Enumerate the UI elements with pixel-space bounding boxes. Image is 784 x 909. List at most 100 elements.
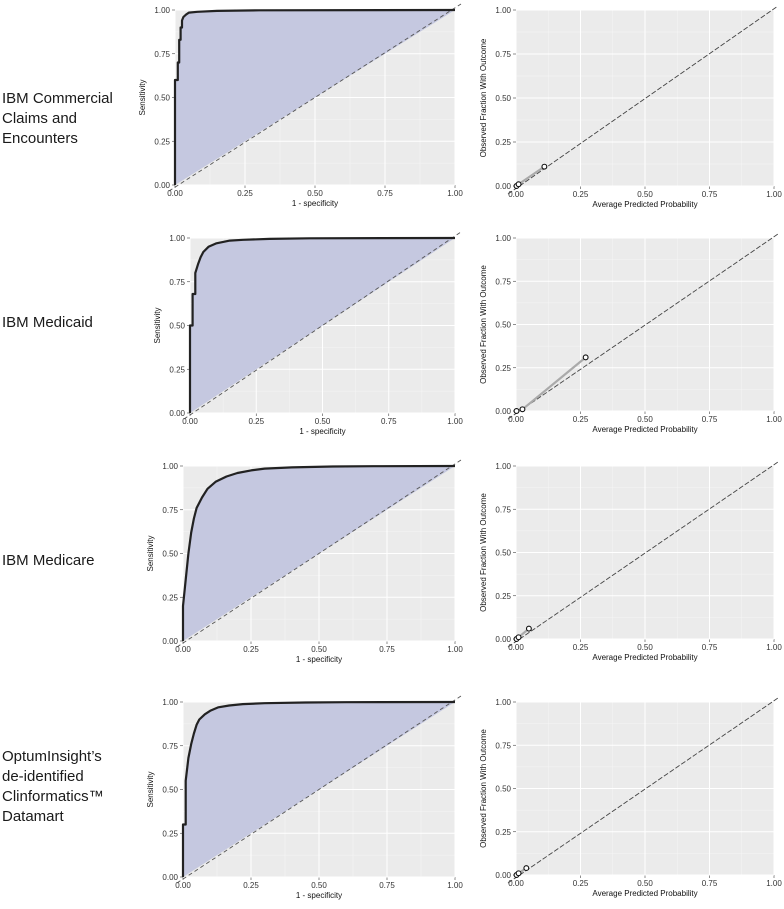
axes-group: 0.00 0.25 0.50 0.75 1.00 0.00 0.25 0.50 0.75 1.00… [479,234,782,434]
x-tick-label: 0.75 [381,417,397,426]
x-tick-label: 0.75 [377,189,393,198]
row-label-optum: OptumInsight’s de-identified Clinformati… [2,747,104,827]
x-tick-label: 0.50 [637,415,653,424]
x-tick-label: 0.25 [243,881,259,890]
row-label-line: Claims and [2,110,78,127]
ideal-calibration-line [507,697,779,884]
y-tick-label: 1.00 [169,234,185,243]
x-tick-label: 0.25 [573,879,589,888]
x-tick-label: 0.00 [175,645,191,654]
x-axis-label: Average Predicted Probability [592,425,697,434]
auc-area [190,238,455,413]
x-tick-label: 0.25 [237,189,253,198]
y-tick-label: 0.75 [162,506,178,515]
x-tick-label: 0.50 [311,881,327,890]
roc-curve [173,8,456,185]
calibration-point [513,408,520,414]
x-tick-label: 0.75 [702,190,718,199]
roc-curve [181,464,456,641]
roc-chart-medicare: 0.00 0.25 0.50 0.75 1.00 0.00 0.25 0.50 0.75 1.00… [146,459,463,664]
x-tick-label: 0.75 [702,643,718,652]
x-tick-label: 0.00 [508,190,524,199]
calibration-point [523,865,530,872]
chance-diagonal [168,3,462,192]
y-axis-label: Observed Fraction With Outcome [479,38,488,157]
y-tick-label: 0.25 [162,829,178,838]
y-tick-label: 0.75 [495,741,511,750]
y-tick-label: 0.75 [169,278,185,287]
ideal-calibration-line [507,233,779,420]
y-tick-label: 0.00 [495,871,511,880]
y-tick-label: 0.25 [495,592,511,601]
ideal-calibration-line [507,461,779,648]
x-tick-label: 0.00 [175,881,191,890]
y-tick-label: 0.25 [495,364,511,373]
y-tick-label: 0.50 [162,786,178,795]
calibration-point [519,406,526,413]
calibration-point [515,634,522,641]
y-tick-label: 0.25 [162,593,178,602]
axes-group: 0.00 0.25 0.50 0.75 1.00 0.00 0.25 0.50 0.75 1.00… [479,698,782,898]
x-tick-label: 1.00 [766,190,782,199]
y-tick-label: 0.25 [154,137,170,146]
x-tick-label: 0.00 [508,415,524,424]
x-tick-label: 1.00 [447,417,463,426]
row-label-line: IBM Commercial [2,90,113,107]
y-tick-label: 0.50 [162,550,178,559]
y-tick-label: 0.00 [154,181,170,190]
x-axis-label: 1 - specificity [299,427,345,436]
chance-diagonal [176,459,462,648]
row-label-line: Encounters [2,130,78,147]
y-tick-label: 0.50 [495,549,511,558]
x-axis-label: 1 - specificity [296,655,342,664]
y-tick-label: 0.00 [495,182,511,191]
x-tick-label: 0.50 [637,190,653,199]
x-tick-label: 0.50 [315,417,331,426]
x-tick-label: 0.50 [637,879,653,888]
y-tick-label: 1.00 [495,6,511,15]
y-axis-label: Sensitivity [146,535,155,571]
row-label-line: OptumInsight’s [2,748,102,765]
y-tick-label: 1.00 [495,698,511,707]
x-tick-label: 0.50 [637,643,653,652]
x-axis-label: Average Predicted Probability [592,889,697,898]
calibration-chart-optum: 0.00 0.25 0.50 0.75 1.00 0.00 0.25 0.50 0.75 1.00… [479,697,782,898]
calibration-point [515,181,522,188]
calibration-point [525,625,532,632]
y-tick-label: 1.00 [154,6,170,15]
x-tick-label: 0.75 [379,645,395,654]
x-tick-label: 0.75 [702,415,718,424]
y-tick-label: 1.00 [162,462,178,471]
x-tick-label: 0.25 [243,645,259,654]
y-tick-label: 0.75 [154,50,170,59]
row-label-medicaid: IBM Medicaid [2,313,93,333]
x-tick-label: 0.00 [508,643,524,652]
row-label-line: IBM Medicaid [2,314,93,331]
row-label-line: Datamart [2,808,64,825]
row-label-medicare: IBM Medicare [2,551,95,571]
row-label-line: IBM Medicare [2,552,95,569]
roc-chart-medicaid: 0.00 0.25 0.50 0.75 1.00 0.00 0.25 0.50 0.75 1.00… [153,231,463,436]
y-tick-label: 0.00 [495,635,511,644]
x-axis-label: 1 - specificity [296,891,342,900]
y-tick-label: 0.50 [495,321,511,330]
y-tick-label: 0.00 [495,407,511,416]
roc-chart-optum: 0.00 0.25 0.50 0.75 1.00 0.00 0.25 0.50 0.75 1.00… [146,695,463,900]
x-tick-label: 1.00 [447,189,463,198]
y-tick-label: 0.75 [495,50,511,59]
y-tick-label: 0.50 [154,94,170,103]
x-tick-label: 0.25 [573,415,589,424]
axes-group: 0.00 0.25 0.50 0.75 1.00 0.00 0.25 0.50 0.75 1.00… [479,462,782,662]
row-label-line: Clinformatics™ [2,788,104,805]
roc-curve [188,236,456,413]
y-tick-label: 1.00 [162,698,178,707]
x-tick-label: 1.00 [447,645,463,654]
y-tick-label: 0.25 [495,138,511,147]
axes-group: 0.00 0.25 0.50 0.75 1.00 0.00 0.25 0.50 0.75 1.00… [479,6,782,209]
x-tick-label: 0.00 [182,417,198,426]
x-tick-label: 0.50 [311,645,327,654]
x-tick-label: 1.00 [766,643,782,652]
ideal-calibration-line [507,5,779,195]
auc-area [175,10,455,185]
y-tick-label: 0.00 [162,873,178,882]
